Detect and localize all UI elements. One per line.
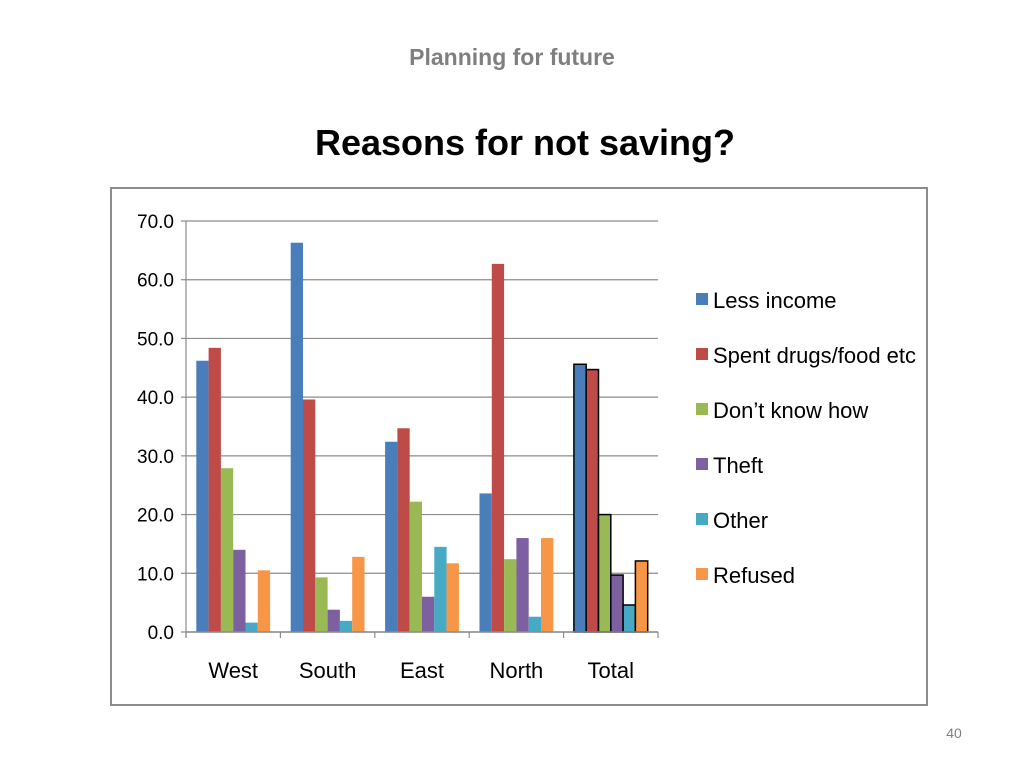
bar-theft-total — [610, 574, 624, 633]
bar-other-east — [434, 546, 447, 632]
y-tick-label: 60.0 — [137, 271, 174, 292]
section-title: Planning for future — [409, 44, 615, 70]
legend-label: Don’t know how — [713, 398, 868, 423]
bar-other-total — [622, 604, 637, 633]
legend-swatch — [696, 348, 708, 360]
bar-spent-drugs-food-etc-north — [491, 263, 505, 632]
bar-refused-north — [541, 538, 554, 632]
bar-refused-south — [352, 556, 365, 632]
legend-swatch — [696, 568, 708, 580]
x-tick-label: South — [299, 658, 357, 683]
bar-theft-west — [233, 549, 246, 632]
bar-don-t-know-how-south — [315, 577, 328, 632]
legend-swatch — [696, 513, 708, 525]
chart-frame: 0.0 10.0 20.0 30.0 40.0 50.0 60.0 70.0 West South… — [110, 187, 928, 706]
legend-label: Spent drugs/food etc — [713, 343, 916, 368]
x-tick-label: West — [208, 658, 258, 683]
y-tick-label: 40.0 — [137, 388, 174, 409]
page-number: 40 — [946, 725, 962, 741]
x-tick-label: East — [400, 658, 444, 683]
y-tick-label: 70.0 — [137, 212, 174, 233]
bar-other-south — [339, 620, 353, 632]
legend-label: Refused — [713, 563, 795, 588]
bar-less-income-west — [196, 360, 209, 632]
bar-refused-west — [257, 570, 271, 632]
legend-label: Theft — [713, 453, 763, 478]
bar-refused-east — [446, 563, 459, 632]
bar-don-t-know-how-east — [409, 501, 422, 632]
legend-swatch — [696, 458, 708, 470]
bar-spent-drugs-food-etc-south — [303, 399, 316, 632]
y-tick-label: 50.0 — [137, 329, 174, 350]
bar-other-west — [245, 622, 258, 632]
bar-less-income-east — [385, 441, 398, 632]
bar-spent-drugs-food-etc-total — [585, 368, 600, 633]
bar-less-income-north — [479, 493, 492, 632]
bar-spent-drugs-food-etc-west — [208, 347, 221, 632]
legend-label: Less income — [713, 288, 837, 313]
bar-don-t-know-how-west — [220, 468, 234, 632]
slide-title: Reasons for not saving? — [314, 122, 736, 163]
bar-theft-east — [422, 596, 435, 632]
legend-swatch — [696, 293, 708, 305]
x-tick-label: Total — [588, 658, 634, 683]
bar-don-t-know-how-total — [597, 513, 612, 633]
bar-less-income-south — [290, 242, 303, 632]
y-tick-label: 30.0 — [137, 447, 174, 468]
bar-less-income-total — [573, 363, 587, 633]
x-tick-label: North — [490, 658, 544, 683]
bar-chart: 0.0 10.0 20.0 30.0 40.0 50.0 60.0 70.0 West South… — [137, 212, 916, 683]
bar-other-north — [528, 616, 541, 632]
y-tick-label: 10.0 — [137, 564, 174, 585]
legend-swatch — [696, 403, 708, 415]
legend-label: Other — [713, 508, 768, 533]
bar-theft-south — [327, 609, 340, 632]
bar-don-t-know-how-north — [504, 559, 517, 632]
bar-spent-drugs-food-etc-east — [397, 428, 410, 632]
y-tick-label: 0.0 — [148, 623, 174, 644]
bar-refused-total — [634, 560, 649, 633]
bar-theft-north — [516, 538, 529, 632]
y-tick-label: 20.0 — [137, 506, 174, 527]
